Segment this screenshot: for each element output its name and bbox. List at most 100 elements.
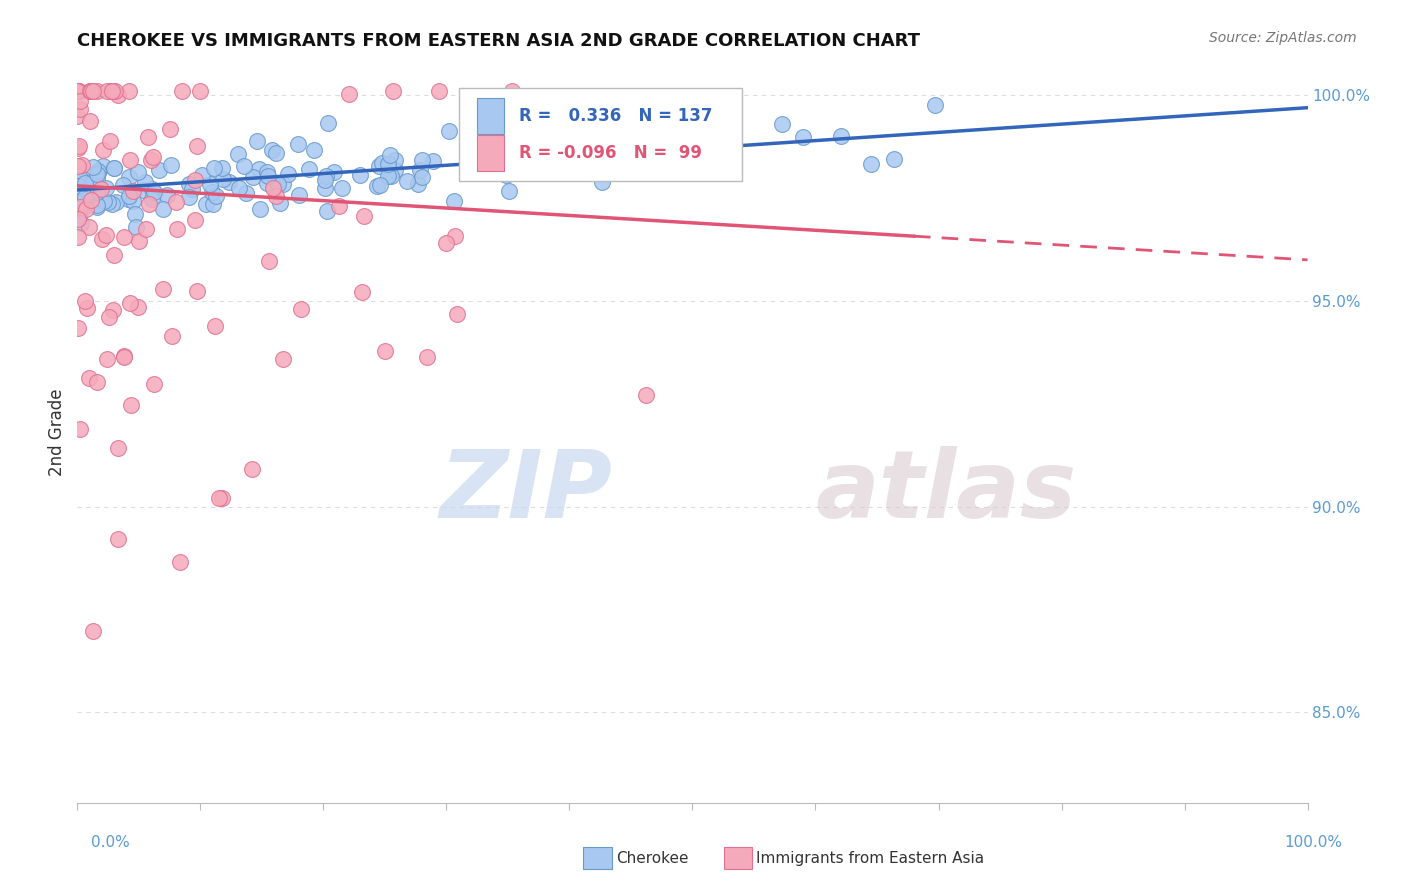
Point xyxy=(103,302,125,317)
Point xyxy=(67,169,90,183)
Point xyxy=(477,151,499,165)
Point xyxy=(288,188,311,202)
Point xyxy=(249,202,271,216)
Point xyxy=(262,180,284,194)
Point xyxy=(298,162,321,177)
Point xyxy=(523,118,546,132)
Point xyxy=(186,284,208,298)
Point xyxy=(66,194,89,208)
Point xyxy=(75,176,97,190)
Point xyxy=(371,156,394,170)
Point xyxy=(233,159,256,173)
Point xyxy=(179,189,201,203)
Point xyxy=(475,155,498,169)
Point xyxy=(135,222,157,236)
Point xyxy=(100,84,122,98)
Point xyxy=(368,178,391,192)
Point xyxy=(184,213,207,227)
Point xyxy=(69,189,91,203)
Point xyxy=(277,168,299,182)
Point xyxy=(304,143,326,157)
Point xyxy=(260,143,283,157)
Point xyxy=(652,153,675,168)
Point xyxy=(830,128,852,143)
FancyBboxPatch shape xyxy=(477,98,505,134)
Point xyxy=(290,302,312,317)
Point xyxy=(101,84,124,98)
Point xyxy=(67,159,90,173)
Text: Source: ZipAtlas.com: Source: ZipAtlas.com xyxy=(1209,31,1357,45)
Point xyxy=(169,555,191,569)
Point xyxy=(97,195,120,210)
Point xyxy=(75,202,97,217)
Point xyxy=(883,152,905,166)
Point xyxy=(131,183,153,197)
Point xyxy=(384,162,406,177)
Point xyxy=(314,180,336,194)
Point xyxy=(264,145,287,160)
Point xyxy=(82,160,104,174)
Point xyxy=(201,197,224,211)
Point xyxy=(77,190,100,204)
Point xyxy=(91,232,114,246)
Point xyxy=(134,175,156,189)
Point xyxy=(353,209,375,223)
Point xyxy=(66,109,89,123)
Point xyxy=(66,141,89,155)
Point xyxy=(505,145,527,159)
Point xyxy=(125,219,148,234)
Text: R =   0.336   N = 137: R = 0.336 N = 137 xyxy=(519,107,713,125)
Point xyxy=(924,98,946,112)
Point xyxy=(100,134,122,148)
Point xyxy=(640,131,662,145)
Point xyxy=(409,163,432,178)
Point xyxy=(66,84,89,98)
Point xyxy=(367,159,389,173)
Point xyxy=(93,194,115,209)
Point xyxy=(107,532,129,546)
Text: CHEROKEE VS IMMIGRANTS FROM EASTERN ASIA 2ND GRADE CORRELATION CHART: CHEROKEE VS IMMIGRANTS FROM EASTERN ASIA… xyxy=(77,32,921,50)
Point xyxy=(527,121,550,136)
Point xyxy=(79,84,101,98)
Point xyxy=(240,461,263,475)
Point xyxy=(191,169,214,183)
Point xyxy=(541,135,564,149)
Point xyxy=(66,211,89,226)
Point xyxy=(316,115,339,129)
Point xyxy=(676,154,699,169)
Point xyxy=(204,318,226,333)
Point xyxy=(87,164,110,178)
Text: R = -0.096   N =  99: R = -0.096 N = 99 xyxy=(519,144,702,161)
Point xyxy=(67,84,90,98)
Point xyxy=(287,136,309,151)
Point xyxy=(107,88,129,103)
Point xyxy=(66,84,89,98)
Point xyxy=(127,300,149,314)
Point xyxy=(156,187,179,202)
Point xyxy=(269,195,291,210)
Point xyxy=(446,306,468,320)
Point xyxy=(166,221,188,235)
Point xyxy=(380,169,402,183)
Point xyxy=(91,144,114,158)
Point xyxy=(591,175,613,189)
Point xyxy=(138,197,160,211)
Point xyxy=(141,182,163,196)
Point xyxy=(76,301,98,315)
Point xyxy=(575,121,598,136)
Point xyxy=(551,140,574,154)
Point xyxy=(235,186,257,200)
Point xyxy=(640,139,662,153)
Point xyxy=(411,153,433,167)
Point xyxy=(263,179,285,194)
Point xyxy=(218,175,240,189)
Point xyxy=(75,188,97,202)
Point xyxy=(257,169,280,183)
Point xyxy=(377,169,399,183)
Point xyxy=(117,192,139,206)
Point xyxy=(139,153,162,167)
Point xyxy=(271,351,294,366)
Point xyxy=(69,200,91,214)
Point xyxy=(86,167,108,181)
Point xyxy=(91,159,114,173)
